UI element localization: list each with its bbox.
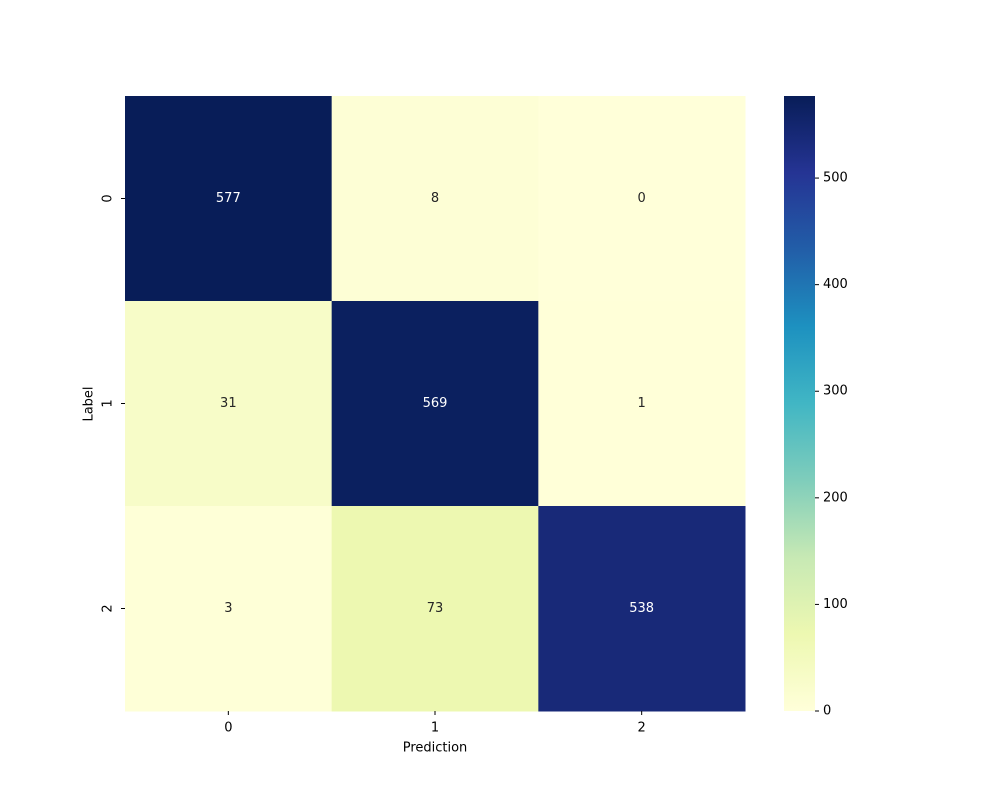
- colorbar-tick-label: 500: [823, 171, 848, 186]
- cell-label: 73: [427, 601, 444, 616]
- cell-label: 31: [220, 396, 237, 411]
- colorbar-tick-label: 400: [823, 277, 848, 292]
- cell-label: 538: [629, 601, 654, 616]
- y-tick-label: 0: [101, 194, 116, 202]
- colorbar: [784, 96, 815, 711]
- cell-label: 3: [224, 601, 232, 616]
- heatmap-cell: [331, 506, 539, 712]
- y-axis-label: Label: [82, 386, 97, 421]
- heatmap-cell: [125, 506, 333, 712]
- heatmap-cell: [125, 301, 333, 507]
- y-tick-label: 2: [101, 604, 116, 612]
- heatmap-cell: [538, 301, 746, 507]
- cell-label: 8: [431, 191, 439, 206]
- y-tick-label: 1: [101, 399, 116, 407]
- heatmap-cell: [331, 96, 539, 302]
- heatmap-cell: [331, 301, 539, 507]
- colorbar-tick-label: 0: [823, 704, 831, 719]
- heatmap-cell: [125, 96, 333, 302]
- colorbar-tick-label: 300: [823, 384, 848, 399]
- heatmap-cell: [538, 506, 746, 712]
- x-tick-label: 2: [638, 721, 646, 736]
- x-axis-label: Prediction: [403, 741, 468, 756]
- cell-label: 0: [638, 191, 646, 206]
- cell-label: 1: [638, 396, 646, 411]
- cell-label: 569: [423, 396, 448, 411]
- colorbar-tick-label: 100: [823, 597, 848, 612]
- heatmap-cell: [538, 96, 746, 302]
- x-tick-label: 0: [224, 721, 232, 736]
- cell-label: 577: [216, 191, 241, 206]
- colorbar-tick-label: 200: [823, 490, 848, 505]
- x-tick-label: 1: [431, 721, 439, 736]
